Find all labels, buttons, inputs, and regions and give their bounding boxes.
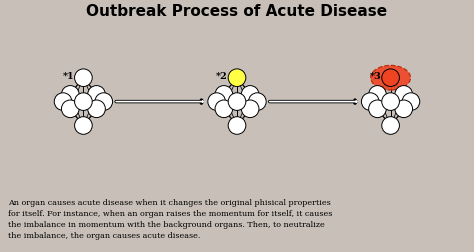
Ellipse shape <box>74 93 92 111</box>
Ellipse shape <box>54 93 72 111</box>
Ellipse shape <box>362 93 379 111</box>
Ellipse shape <box>382 70 400 87</box>
Ellipse shape <box>62 101 79 118</box>
Text: *3: *3 <box>370 71 382 80</box>
Ellipse shape <box>369 86 386 104</box>
Ellipse shape <box>371 66 410 91</box>
Ellipse shape <box>382 117 400 135</box>
Text: *1: *1 <box>63 71 74 80</box>
Ellipse shape <box>241 101 259 118</box>
Ellipse shape <box>241 86 259 104</box>
Ellipse shape <box>228 117 246 135</box>
Ellipse shape <box>208 93 226 111</box>
Ellipse shape <box>382 93 400 111</box>
Ellipse shape <box>248 93 266 111</box>
Ellipse shape <box>88 101 105 118</box>
Text: Outbreak Process of Acute Disease: Outbreak Process of Acute Disease <box>86 5 388 19</box>
Ellipse shape <box>74 117 92 135</box>
Ellipse shape <box>402 93 420 111</box>
Ellipse shape <box>395 101 412 118</box>
Ellipse shape <box>95 93 112 111</box>
Text: *2: *2 <box>216 71 228 80</box>
Text: An organ causes acute disease when it changes the original phisical properties
f: An organ causes acute disease when it ch… <box>8 199 332 239</box>
Ellipse shape <box>88 86 105 104</box>
Ellipse shape <box>369 101 386 118</box>
Ellipse shape <box>228 70 246 87</box>
Ellipse shape <box>215 101 233 118</box>
Ellipse shape <box>74 70 92 87</box>
Ellipse shape <box>228 93 246 111</box>
Ellipse shape <box>62 86 79 104</box>
Ellipse shape <box>215 86 233 104</box>
Ellipse shape <box>395 86 412 104</box>
